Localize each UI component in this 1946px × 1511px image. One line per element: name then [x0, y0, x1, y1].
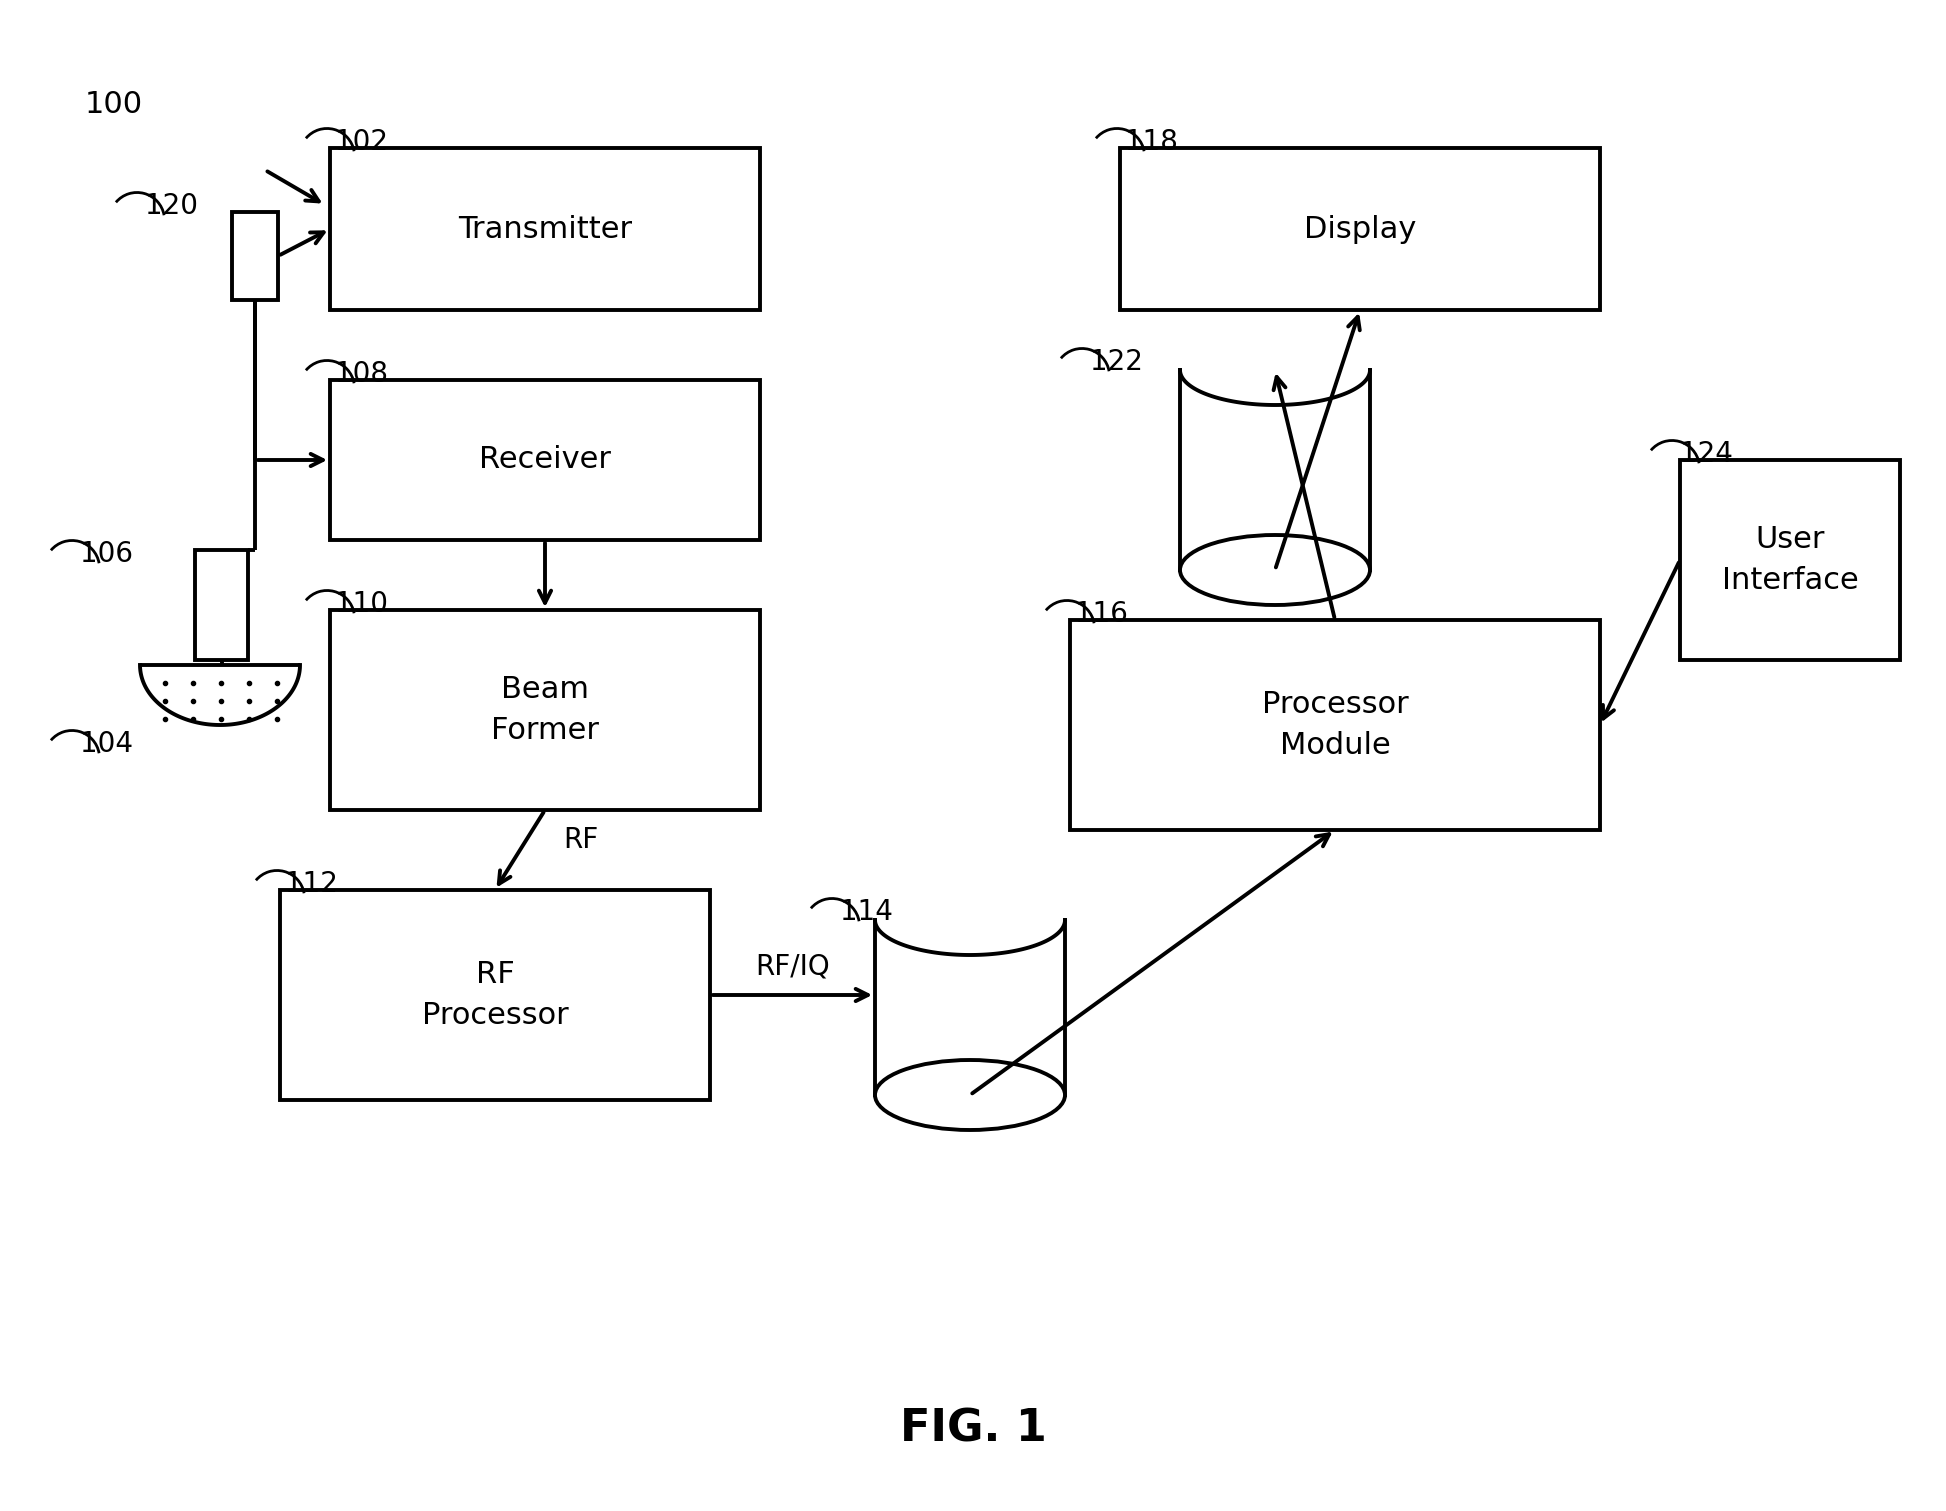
Text: User
Interface: User Interface: [1722, 526, 1858, 595]
Text: 124: 124: [1679, 440, 1732, 468]
FancyBboxPatch shape: [1070, 620, 1600, 830]
Text: 108: 108: [335, 360, 387, 388]
Text: FIG. 1: FIG. 1: [899, 1408, 1047, 1451]
FancyBboxPatch shape: [195, 550, 247, 660]
Text: Receiver: Receiver: [479, 446, 611, 474]
Text: Transmitter: Transmitter: [457, 215, 632, 243]
FancyBboxPatch shape: [232, 212, 278, 301]
Text: RF
Processor: RF Processor: [422, 961, 568, 1031]
Polygon shape: [876, 920, 1064, 1095]
Text: 116: 116: [1074, 600, 1129, 629]
Text: 112: 112: [284, 870, 339, 898]
Text: 110: 110: [335, 589, 387, 618]
Polygon shape: [1179, 370, 1370, 570]
Text: 100: 100: [86, 91, 144, 119]
Text: 102: 102: [335, 128, 387, 156]
FancyBboxPatch shape: [331, 379, 761, 539]
Text: 122: 122: [1090, 348, 1142, 376]
Ellipse shape: [876, 1061, 1064, 1130]
FancyBboxPatch shape: [1121, 148, 1600, 310]
Ellipse shape: [1179, 535, 1370, 604]
Text: Beam
Former: Beam Former: [490, 675, 599, 745]
FancyBboxPatch shape: [331, 610, 761, 810]
FancyBboxPatch shape: [1679, 459, 1899, 660]
Ellipse shape: [1179, 535, 1370, 604]
Text: Processor
Module: Processor Module: [1261, 691, 1409, 760]
Ellipse shape: [876, 1061, 1064, 1130]
FancyBboxPatch shape: [280, 890, 710, 1100]
Text: 120: 120: [146, 192, 198, 221]
Text: 104: 104: [80, 730, 132, 759]
Text: 106: 106: [80, 539, 132, 568]
Text: RF: RF: [562, 827, 597, 854]
Text: RF/IQ: RF/IQ: [755, 952, 829, 981]
Text: 114: 114: [841, 898, 893, 926]
Text: 118: 118: [1125, 128, 1177, 156]
FancyBboxPatch shape: [331, 148, 761, 310]
Text: Display: Display: [1304, 215, 1417, 243]
